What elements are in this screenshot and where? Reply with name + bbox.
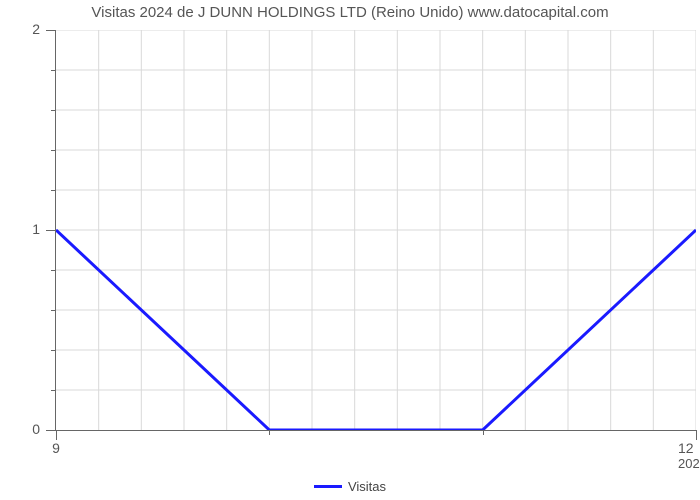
chart-container: Visitas 2024 de J DUNN HOLDINGS LTD (Rei… (0, 0, 700, 500)
x-axis-label-left: 9 (36, 440, 76, 456)
x-tick-major (56, 430, 57, 440)
legend: Visitas (0, 475, 700, 494)
legend-label: Visitas (348, 479, 386, 494)
x-tick-minor (269, 430, 270, 435)
y-tick-major (46, 230, 56, 231)
y-tick-minor (51, 150, 56, 151)
y-axis-label: 2 (18, 21, 40, 37)
x-axis-sublabel-right: 202 (678, 456, 700, 471)
y-tick-minor (51, 110, 56, 111)
y-tick-major (46, 430, 56, 431)
x-axis-label-right: 12 (678, 440, 694, 456)
y-tick-major (46, 30, 56, 31)
y-axis-label: 1 (18, 221, 40, 237)
plot-area: 012912202 (55, 30, 696, 431)
y-tick-minor (51, 310, 56, 311)
y-tick-minor (51, 270, 56, 271)
x-tick-minor (483, 430, 484, 435)
chart-title: Visitas 2024 de J DUNN HOLDINGS LTD (Rei… (0, 4, 700, 21)
y-tick-minor (51, 390, 56, 391)
y-axis-label: 0 (18, 421, 40, 437)
legend-swatch (314, 485, 342, 488)
x-tick-major (696, 430, 697, 440)
y-tick-minor (51, 350, 56, 351)
chart-svg (56, 30, 696, 430)
y-tick-minor (51, 190, 56, 191)
series-line (56, 230, 696, 430)
y-tick-minor (51, 70, 56, 71)
